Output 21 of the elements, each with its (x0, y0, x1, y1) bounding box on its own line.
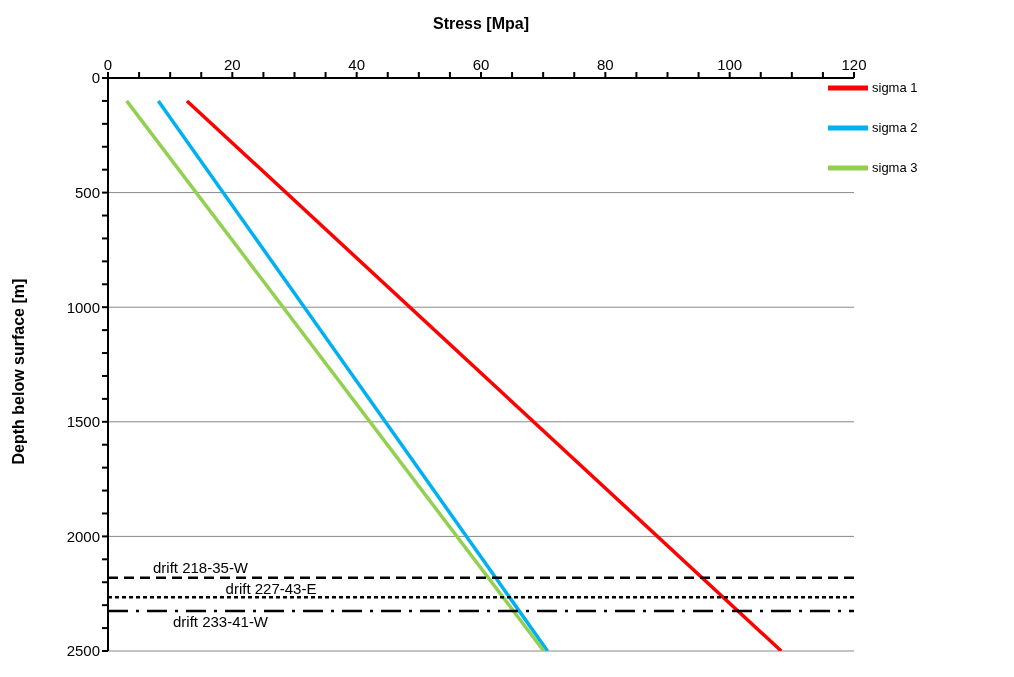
x-axis-title: Stress [Mpa] (432, 15, 530, 33)
y-tick-label: 0 (91, 69, 100, 87)
x-tick-label: 0 (103, 56, 113, 73)
legend-label: sigma 1 (872, 80, 918, 96)
legend-label: sigma 2 (872, 120, 918, 136)
legend-label: sigma 3 (872, 160, 918, 176)
y-tick-label: 2000 (66, 527, 100, 545)
x-tick-label: 80 (596, 56, 614, 73)
y-tick-label: 1000 (66, 298, 100, 316)
y-tick-label: 500 (74, 183, 100, 201)
x-tick-label: 120 (841, 56, 867, 73)
y-tick-label: 1500 (66, 413, 100, 431)
x-tick-label: 20 (223, 56, 241, 73)
x-tick-label: 40 (348, 56, 366, 73)
x-tick-label: 100 (717, 56, 743, 73)
ref-line-label: drift 227-43-E (225, 580, 317, 598)
y-axis-title: Depth below surface [m] (9, 278, 27, 465)
ref-line-label: drift 233-41-W (173, 612, 269, 630)
x-tick-label: 60 (472, 56, 490, 73)
ref-line-label: drift 218-35-W (153, 558, 249, 576)
y-tick-label: 2500 (66, 642, 100, 660)
